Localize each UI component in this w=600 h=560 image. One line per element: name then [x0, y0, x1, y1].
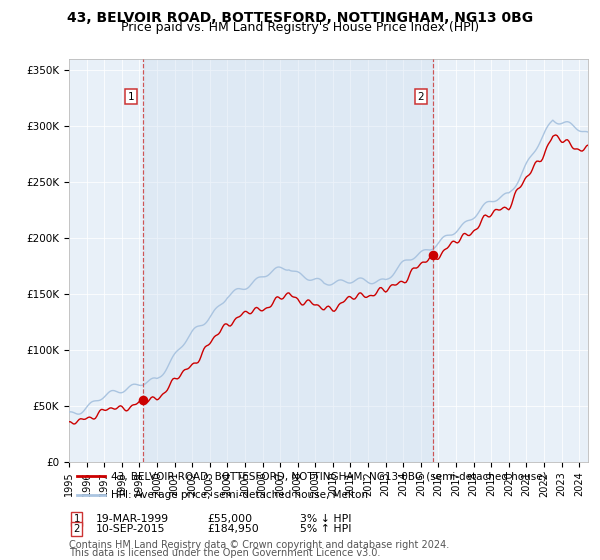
Text: Price paid vs. HM Land Registry's House Price Index (HPI): Price paid vs. HM Land Registry's House …	[121, 21, 479, 34]
Text: £55,000: £55,000	[207, 514, 252, 524]
Text: 2: 2	[418, 92, 424, 102]
Text: 10-SEP-2015: 10-SEP-2015	[96, 524, 166, 534]
Text: 43, BELVOIR ROAD, BOTTESFORD, NOTTINGHAM, NG13 0BG: 43, BELVOIR ROAD, BOTTESFORD, NOTTINGHAM…	[67, 11, 533, 25]
Text: Contains HM Land Registry data © Crown copyright and database right 2024.: Contains HM Land Registry data © Crown c…	[69, 540, 449, 550]
Text: 1: 1	[127, 92, 134, 102]
Text: 2: 2	[74, 524, 80, 534]
Text: 3% ↓ HPI: 3% ↓ HPI	[300, 514, 352, 524]
Text: 1: 1	[74, 514, 80, 524]
Text: 5% ↑ HPI: 5% ↑ HPI	[300, 524, 352, 534]
Text: HPI: Average price, semi-detached house, Melton: HPI: Average price, semi-detached house,…	[110, 490, 368, 500]
Text: £184,950: £184,950	[207, 524, 259, 534]
Point	[138, 396, 148, 405]
Point	[428, 250, 438, 259]
Text: 19-MAR-1999: 19-MAR-1999	[96, 514, 169, 524]
Text: 43, BELVOIR ROAD, BOTTESFORD, NOTTINGHAM, NG13 0BG (semi-detached house): 43, BELVOIR ROAD, BOTTESFORD, NOTTINGHAM…	[110, 471, 546, 481]
Text: This data is licensed under the Open Government Licence v3.0.: This data is licensed under the Open Gov…	[69, 548, 380, 558]
